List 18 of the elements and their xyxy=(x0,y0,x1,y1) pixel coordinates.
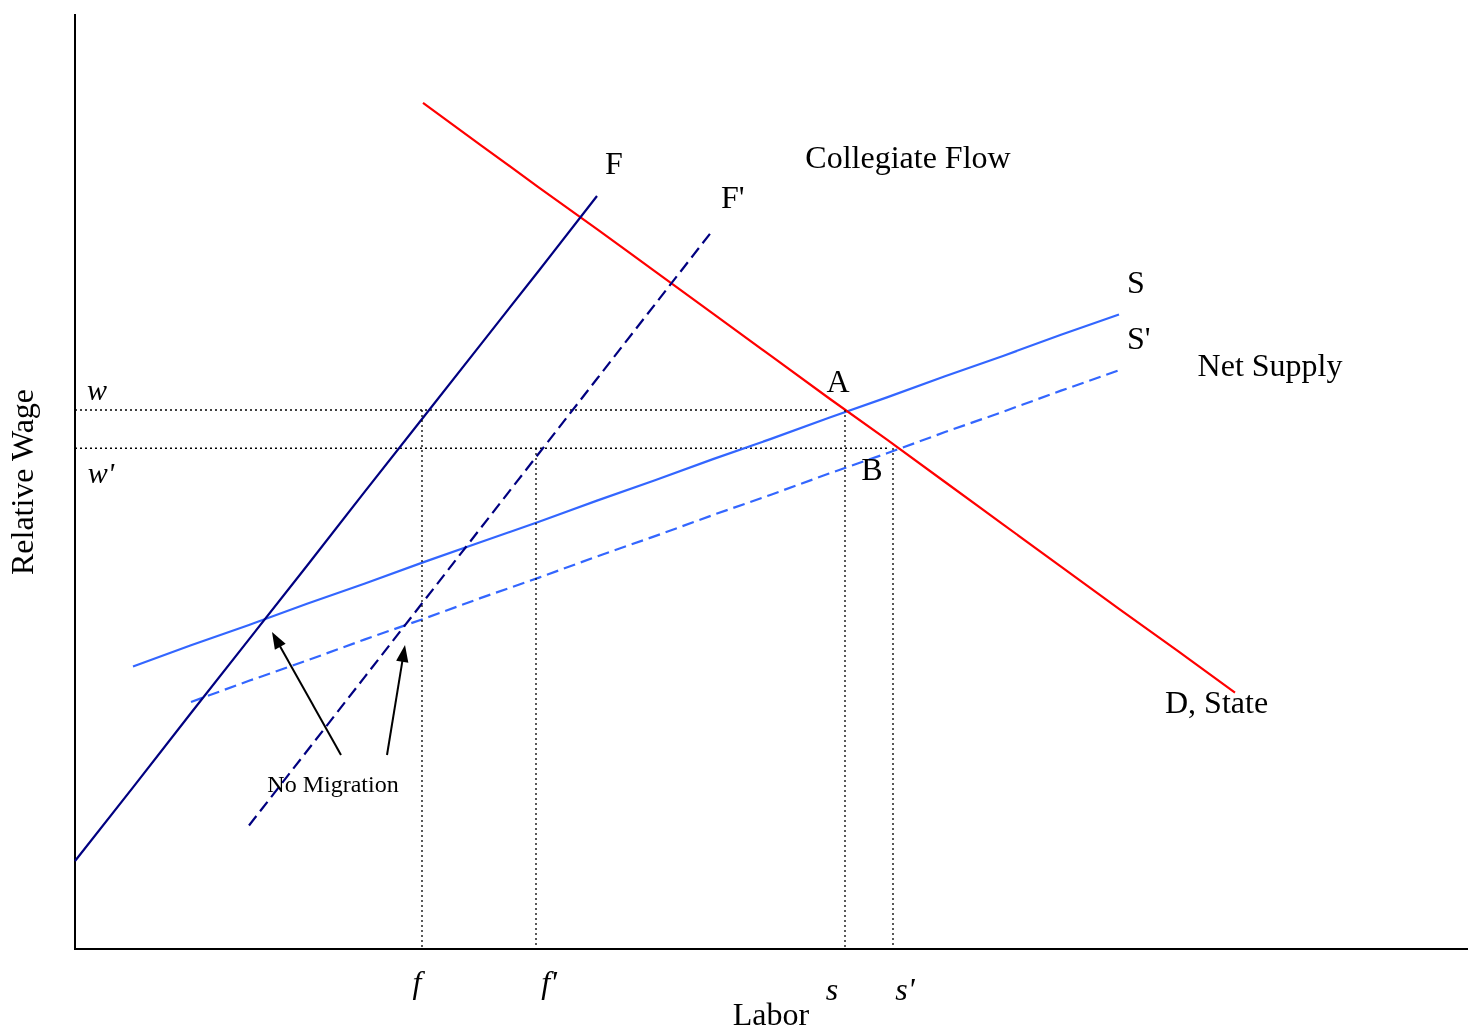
series-label: D, State xyxy=(1165,684,1269,721)
annotation: B xyxy=(861,451,883,488)
annotation: Collegiate Flow xyxy=(805,139,1011,176)
annotation: A xyxy=(826,363,850,400)
series-label: S xyxy=(1127,263,1145,300)
series-label: S' xyxy=(1127,319,1151,356)
text: f' xyxy=(541,964,559,1001)
annotation: No Migration xyxy=(267,771,399,798)
y-axis-title: Relative Wage xyxy=(3,388,40,576)
text: f xyxy=(412,964,426,1001)
series-label: F xyxy=(605,145,623,182)
series-label: F' xyxy=(721,179,745,216)
text: s xyxy=(825,971,839,1008)
text: s' xyxy=(895,971,916,1008)
annotation: w xyxy=(86,372,108,406)
x-axis-title: Labor xyxy=(732,996,810,1033)
annotation: Net Supply xyxy=(1197,347,1343,384)
annotation: w' xyxy=(87,455,115,489)
